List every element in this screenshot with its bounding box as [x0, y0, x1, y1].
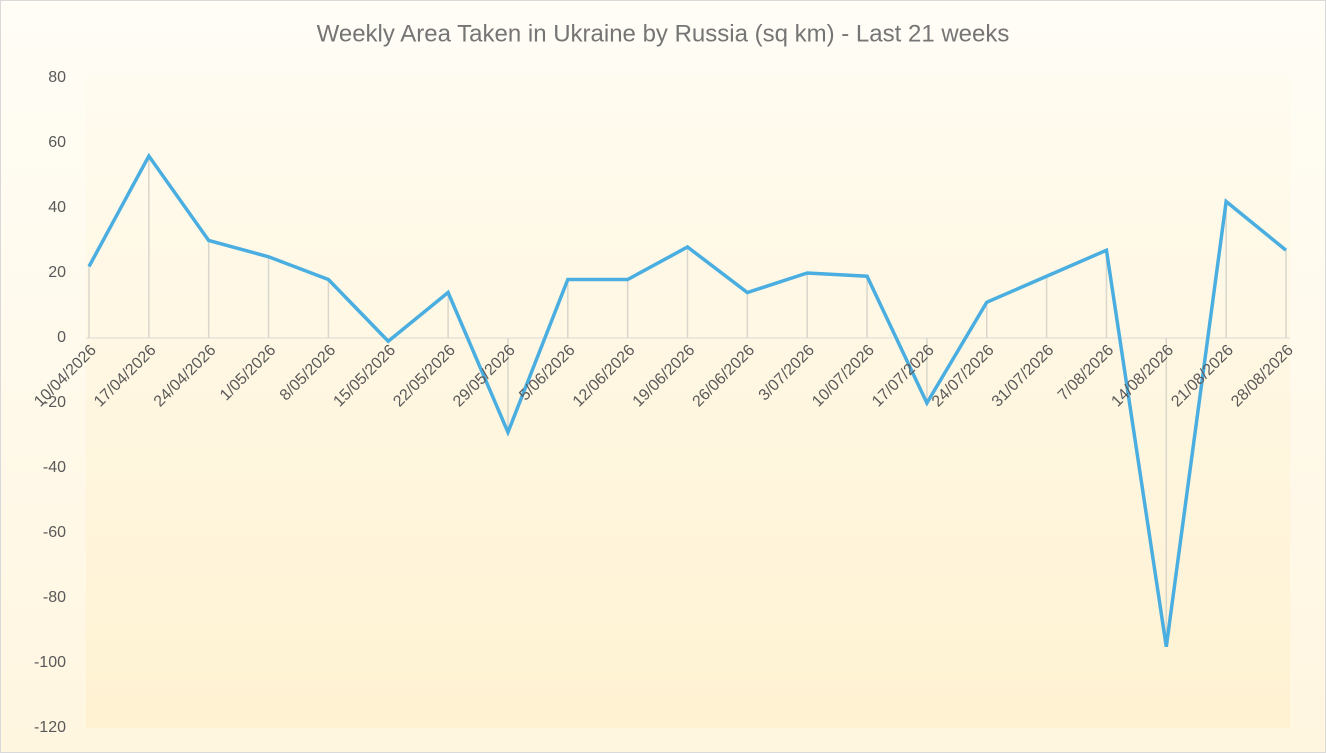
plot-area	[86, 78, 1290, 728]
y-tick-label: -20	[43, 394, 66, 411]
y-tick-label: -120	[34, 719, 66, 736]
y-tick-label: 80	[48, 69, 66, 86]
y-tick-label: -100	[34, 654, 66, 671]
data-line	[87, 152, 1288, 648]
y-tick-label: -60	[43, 524, 66, 541]
chart-title: Weekly Area Taken in Ukraine by Russia (…	[317, 20, 1010, 47]
y-tick-label: -40	[43, 459, 66, 476]
y-tick-label: 40	[48, 199, 66, 216]
y-tick-label: 60	[48, 134, 66, 151]
y-tick-label: 20	[48, 264, 66, 281]
y-tick-label: 0	[57, 329, 66, 346]
y-tick-label: -80	[43, 589, 66, 606]
